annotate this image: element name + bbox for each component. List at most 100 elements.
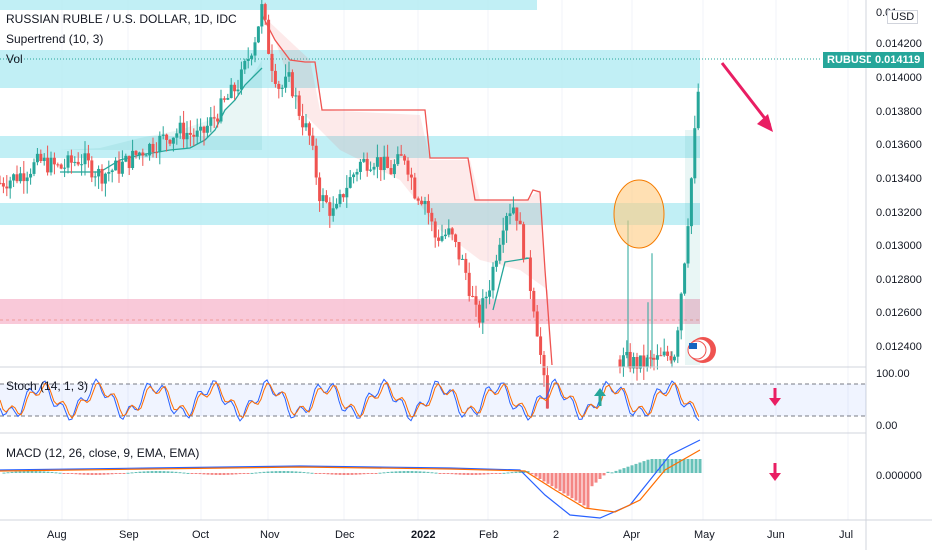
candle bbox=[409, 174, 413, 178]
candle bbox=[321, 195, 325, 202]
candle bbox=[290, 72, 294, 97]
macd-bar bbox=[202, 473, 206, 475]
candle bbox=[311, 135, 315, 146]
macd-bar bbox=[118, 473, 122, 474]
macd-bar bbox=[190, 473, 194, 474]
candle bbox=[287, 72, 291, 77]
candle bbox=[93, 176, 97, 178]
candle bbox=[103, 173, 107, 184]
candle bbox=[477, 304, 481, 323]
macd-bar bbox=[694, 459, 698, 473]
supertrend-up-line bbox=[60, 67, 263, 173]
zone-top bbox=[0, 0, 537, 10]
macd-bar bbox=[494, 473, 498, 474]
candle bbox=[515, 207, 519, 221]
macd-bar bbox=[518, 471, 522, 473]
price-tick: 0.014200 bbox=[876, 38, 922, 50]
macd-bar bbox=[634, 463, 638, 473]
macd-bar bbox=[394, 471, 398, 473]
candle bbox=[219, 98, 223, 122]
supertrend-up-fill bbox=[60, 60, 262, 150]
candle bbox=[270, 53, 274, 71]
candle bbox=[69, 155, 73, 163]
time-tick: Aug bbox=[47, 529, 67, 541]
macd-bar bbox=[154, 471, 158, 473]
macd-bar bbox=[150, 471, 154, 473]
candle bbox=[250, 55, 254, 60]
macd-bar bbox=[578, 473, 582, 503]
supertrend-up-line-2 bbox=[492, 257, 531, 311]
macd-bar bbox=[282, 471, 286, 473]
flag-icon bbox=[687, 337, 716, 363]
macd-bar bbox=[302, 472, 306, 474]
last-price-tag: 0.014119 bbox=[871, 52, 925, 68]
candle bbox=[659, 355, 663, 357]
macd-bar bbox=[14, 471, 18, 473]
candle bbox=[12, 174, 16, 181]
candle bbox=[474, 296, 478, 305]
candle bbox=[56, 164, 60, 166]
macd-bar bbox=[434, 472, 438, 474]
candle bbox=[372, 166, 376, 170]
supertrend-up-fill-2 bbox=[685, 130, 700, 365]
macd-bar bbox=[674, 459, 678, 473]
macd-bar bbox=[506, 472, 510, 474]
macd-bar bbox=[10, 471, 14, 473]
currency-button[interactable]: USD bbox=[887, 10, 919, 24]
candle bbox=[669, 355, 673, 361]
candle bbox=[635, 356, 639, 369]
candle bbox=[689, 178, 693, 227]
macd-bar bbox=[626, 466, 630, 473]
candle bbox=[124, 155, 128, 162]
candle bbox=[226, 97, 230, 100]
candle bbox=[246, 59, 250, 61]
macd-bar bbox=[98, 473, 102, 475]
macd-bar bbox=[306, 472, 310, 474]
candle bbox=[399, 154, 403, 156]
macd-bar bbox=[310, 472, 314, 474]
time-tick: May bbox=[694, 529, 715, 541]
candle bbox=[260, 4, 264, 27]
macd-bar bbox=[558, 473, 562, 491]
macd-bar bbox=[254, 472, 258, 474]
macd-bar bbox=[258, 472, 262, 474]
candle bbox=[314, 145, 318, 178]
candle bbox=[233, 84, 237, 92]
candle bbox=[134, 150, 138, 155]
macd-bar bbox=[678, 459, 682, 473]
horizontal-zones bbox=[0, 0, 820, 324]
macd-bar bbox=[318, 473, 322, 474]
candle bbox=[532, 290, 536, 312]
candle bbox=[117, 160, 121, 174]
macd-bar bbox=[2, 472, 6, 474]
macd-bar bbox=[566, 473, 570, 496]
candle bbox=[328, 202, 332, 216]
candle bbox=[205, 125, 209, 133]
macd-bar bbox=[234, 473, 238, 475]
candle bbox=[144, 155, 148, 157]
macd-bar bbox=[174, 471, 178, 473]
macd-bar bbox=[698, 459, 702, 473]
macd-bar bbox=[458, 473, 462, 475]
macd-bar bbox=[334, 473, 338, 475]
candle bbox=[63, 167, 67, 169]
candle bbox=[454, 234, 458, 242]
macd-bar bbox=[502, 472, 506, 474]
macd-bar bbox=[162, 471, 166, 473]
candle bbox=[413, 177, 417, 199]
macd-bar bbox=[606, 471, 610, 473]
candle bbox=[396, 154, 400, 165]
macd-bar bbox=[18, 471, 22, 473]
macd-bar bbox=[390, 471, 394, 473]
candle bbox=[318, 177, 322, 202]
candle bbox=[652, 357, 656, 360]
macd-bar bbox=[102, 473, 106, 475]
candle bbox=[696, 91, 700, 129]
candle bbox=[539, 336, 543, 355]
candle bbox=[182, 122, 186, 140]
candle bbox=[423, 200, 427, 205]
candle bbox=[154, 152, 158, 154]
macd-bar bbox=[66, 473, 70, 474]
macd-bar bbox=[82, 473, 86, 475]
candle bbox=[375, 157, 379, 167]
